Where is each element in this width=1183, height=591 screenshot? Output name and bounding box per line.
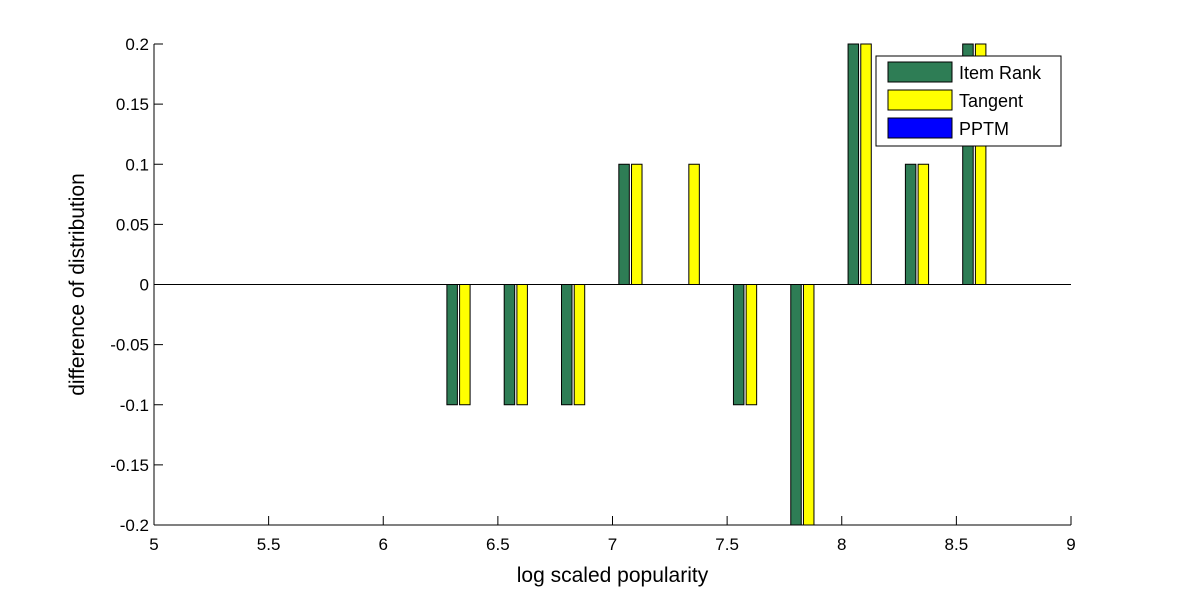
legend-label: PPTM bbox=[959, 119, 1009, 139]
legend-label: Item Rank bbox=[959, 63, 1042, 83]
legend-label: Tangent bbox=[959, 91, 1023, 111]
y-tick-label: 0.1 bbox=[125, 155, 149, 174]
x-tick-label: 5 bbox=[149, 535, 158, 554]
bar-item-rank-0 bbox=[446, 284, 458, 406]
legend-swatch-tangent bbox=[887, 89, 953, 111]
y-tick-label: -0.2 bbox=[120, 516, 149, 535]
x-tick-label: 8.5 bbox=[945, 535, 969, 554]
y-tick-label: 0 bbox=[140, 276, 149, 295]
bar-tangent-1 bbox=[516, 284, 528, 406]
bar-item-rank-5 bbox=[732, 284, 745, 406]
legend-swatch-pptm bbox=[887, 117, 953, 139]
bar-tangent-0 bbox=[459, 284, 471, 406]
x-tick-label: 7 bbox=[608, 535, 617, 554]
y-tick-label: 0.2 bbox=[125, 35, 149, 54]
bar-item-rank-7 bbox=[847, 43, 860, 285]
y-tick-label: -0.05 bbox=[110, 336, 149, 355]
x-tick-label: 5.5 bbox=[257, 535, 281, 554]
bar-tangent-5 bbox=[745, 284, 758, 406]
x-tick-label: 8 bbox=[837, 535, 846, 554]
y-tick-label: -0.1 bbox=[120, 396, 149, 415]
bar-item-rank-3 bbox=[618, 163, 630, 285]
bar-tangent-2 bbox=[573, 284, 586, 406]
bar-tangent-4 bbox=[688, 163, 700, 285]
bar-item-rank-6 bbox=[790, 284, 802, 526]
bar-tangent-6 bbox=[802, 284, 815, 526]
bar-tangent-8 bbox=[917, 163, 930, 285]
x-tick-label: 6 bbox=[379, 535, 388, 554]
y-tick-label: 0.05 bbox=[116, 215, 149, 234]
legend-swatch-item-rank bbox=[887, 61, 953, 83]
y-tick-label: 0.15 bbox=[116, 95, 149, 114]
y-axis-title: difference of distribution bbox=[66, 173, 89, 396]
y-tick-label: -0.15 bbox=[110, 456, 149, 475]
bar-tangent-7 bbox=[860, 43, 872, 285]
bar-tangent-3 bbox=[631, 163, 643, 285]
axes-layer: 5 5.5 6 6.5 7 7.5 8 8.5 9 0.2 0.15 0.1 0.05 0 -0.05 -0.… bbox=[110, 35, 1075, 554]
bar-item-rank-1 bbox=[503, 284, 516, 406]
bar-item-rank-2 bbox=[561, 284, 573, 406]
x-tick-label: 6.5 bbox=[486, 535, 510, 554]
x-tick-label: 7.5 bbox=[715, 535, 739, 554]
x-tick-label: 9 bbox=[1066, 535, 1075, 554]
x-axis-title: log scaled popularity bbox=[517, 564, 709, 587]
bar-item-rank-8 bbox=[904, 163, 917, 285]
legend: Item Rank Tangent PPTM bbox=[875, 55, 1062, 147]
